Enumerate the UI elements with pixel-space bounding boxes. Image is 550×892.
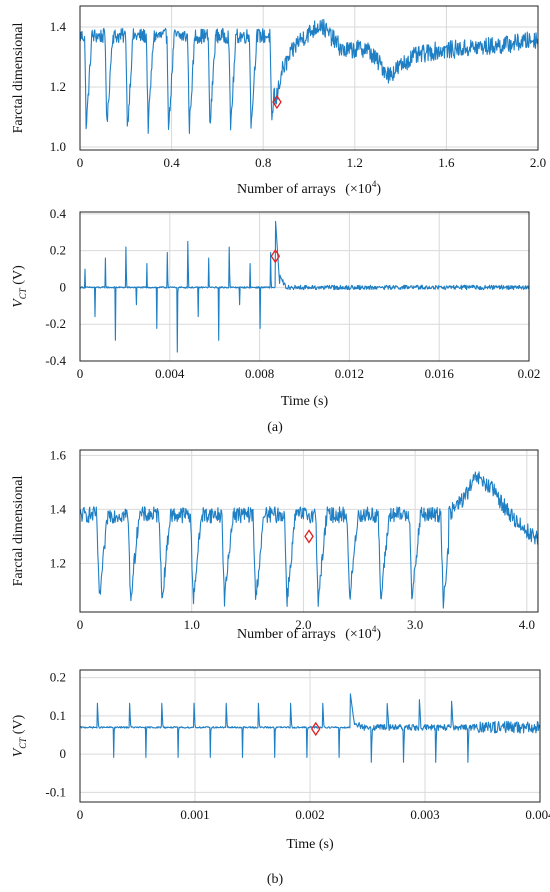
y-tick-label: 1.4 [50,19,67,34]
y-axis-label: Farctal dimensional [11,475,26,586]
y-axis-label: Farctal dimensional [11,22,26,133]
tick-labels: 0 0.001 0.002 0.003 0.004 -0.1 0 0.1 0.2 [45,670,550,822]
x-tick-label: 0 [77,366,84,381]
fractal-chart-b: 0 1.0 2.0 3.0 4.0 1.2 1.4 1.6 Number of arrays … [11,447,539,642]
fractal-chart-a: 0 0.4 0.8 1.2 1.6 2.0 1.0 1.2 1.4 Number of arra… [11,5,546,197]
x-tick-label: 0.012 [335,366,364,381]
x-tick-label: 0 [77,807,84,822]
y-tick-label: -0.4 [45,353,66,368]
x-tick-label: 4.0 [519,617,535,632]
y-tick-label: -0.2 [45,316,66,331]
panel-label-b: (b) [267,872,284,887]
fault-marker-a-top [272,94,282,110]
panel-label-a: (a) [267,420,283,435]
voltage-series-a [79,220,530,353]
x-tick-label: 2.0 [530,155,546,170]
x-tick-label: 0.002 [295,807,324,822]
x-tick-label: 0.02 [518,366,541,381]
y-tick-label: 0.1 [50,708,66,723]
x-tick-label: 2.0 [295,617,311,632]
plot-frame [79,669,541,803]
fault-marker-b-top [304,529,314,544]
x-tick-label: 0.4 [163,155,180,170]
x-axis-label: Time (s) [281,394,329,409]
x-tick-label: 1.2 [347,155,363,170]
grid-lines [79,670,541,802]
x-tick-label: 0.016 [425,366,455,381]
x-axis-label: Number of arrays (×104) [237,624,381,642]
x-tick-label: 0.001 [180,807,209,822]
x-tick-label: 0.004 [155,366,185,381]
x-tick-label: 1.6 [438,155,455,170]
x-tick-label: 1.0 [184,617,200,632]
x-axis-label: Number of arrays (×104) [237,179,381,197]
voltage-series-b [79,693,541,763]
y-tick-label: 1.4 [50,501,67,516]
plot-frame [79,5,539,151]
x-tick-label: 0 [77,155,84,170]
y-tick-label: 0 [60,279,67,294]
fault-marker-a-bottom [270,248,281,264]
x-axis-label: Time (s) [286,837,334,852]
y-tick-label: 1.0 [50,139,66,154]
y-axis-label: VCT (V) [11,714,28,757]
y-tick-label: 1.2 [50,555,66,570]
y-axis-label: VCT (V) [11,265,28,308]
x-tick-label: 0.003 [410,807,439,822]
y-tick-label: -0.1 [45,784,66,799]
tick-labels: 0 0.4 0.8 1.2 1.6 2.0 1.0 1.2 1.4 [50,19,546,170]
x-tick-label: 0.004 [525,807,550,822]
fractal-series-a [79,18,539,134]
voltage-chart-a: 0 0.004 0.008 0.012 0.016 0.02 -0.4 -0.2 0 0.2 0.4… [11,206,540,409]
plot-frame [79,211,530,362]
x-tick-label: 0 [77,617,84,632]
fractal-series-b [79,471,539,609]
y-tick-label: 0 [60,746,67,761]
voltage-chart-b: 0 0.001 0.002 0.003 0.004 -0.1 0 0.1 0.2 Time (s… [11,669,550,852]
plot-frame [79,449,539,613]
y-tick-label: 1.2 [50,79,66,94]
tick-labels: 0 0.004 0.008 0.012 0.016 0.02 -0.4 -0.2 0 0.2 0.4 [45,206,540,381]
x-tick-label: 0.8 [255,155,271,170]
y-tick-label: 0.4 [50,206,67,221]
tick-labels: 0 1.0 2.0 3.0 4.0 1.2 1.4 1.6 [50,447,535,632]
x-tick-label: 3.0 [407,617,423,632]
y-tick-label: 0.2 [50,670,66,685]
x-tick-label: 0.008 [245,366,274,381]
y-tick-label: 0.2 [50,243,66,258]
y-tick-label: 1.6 [50,447,67,462]
fault-marker-b-bottom [310,721,321,737]
